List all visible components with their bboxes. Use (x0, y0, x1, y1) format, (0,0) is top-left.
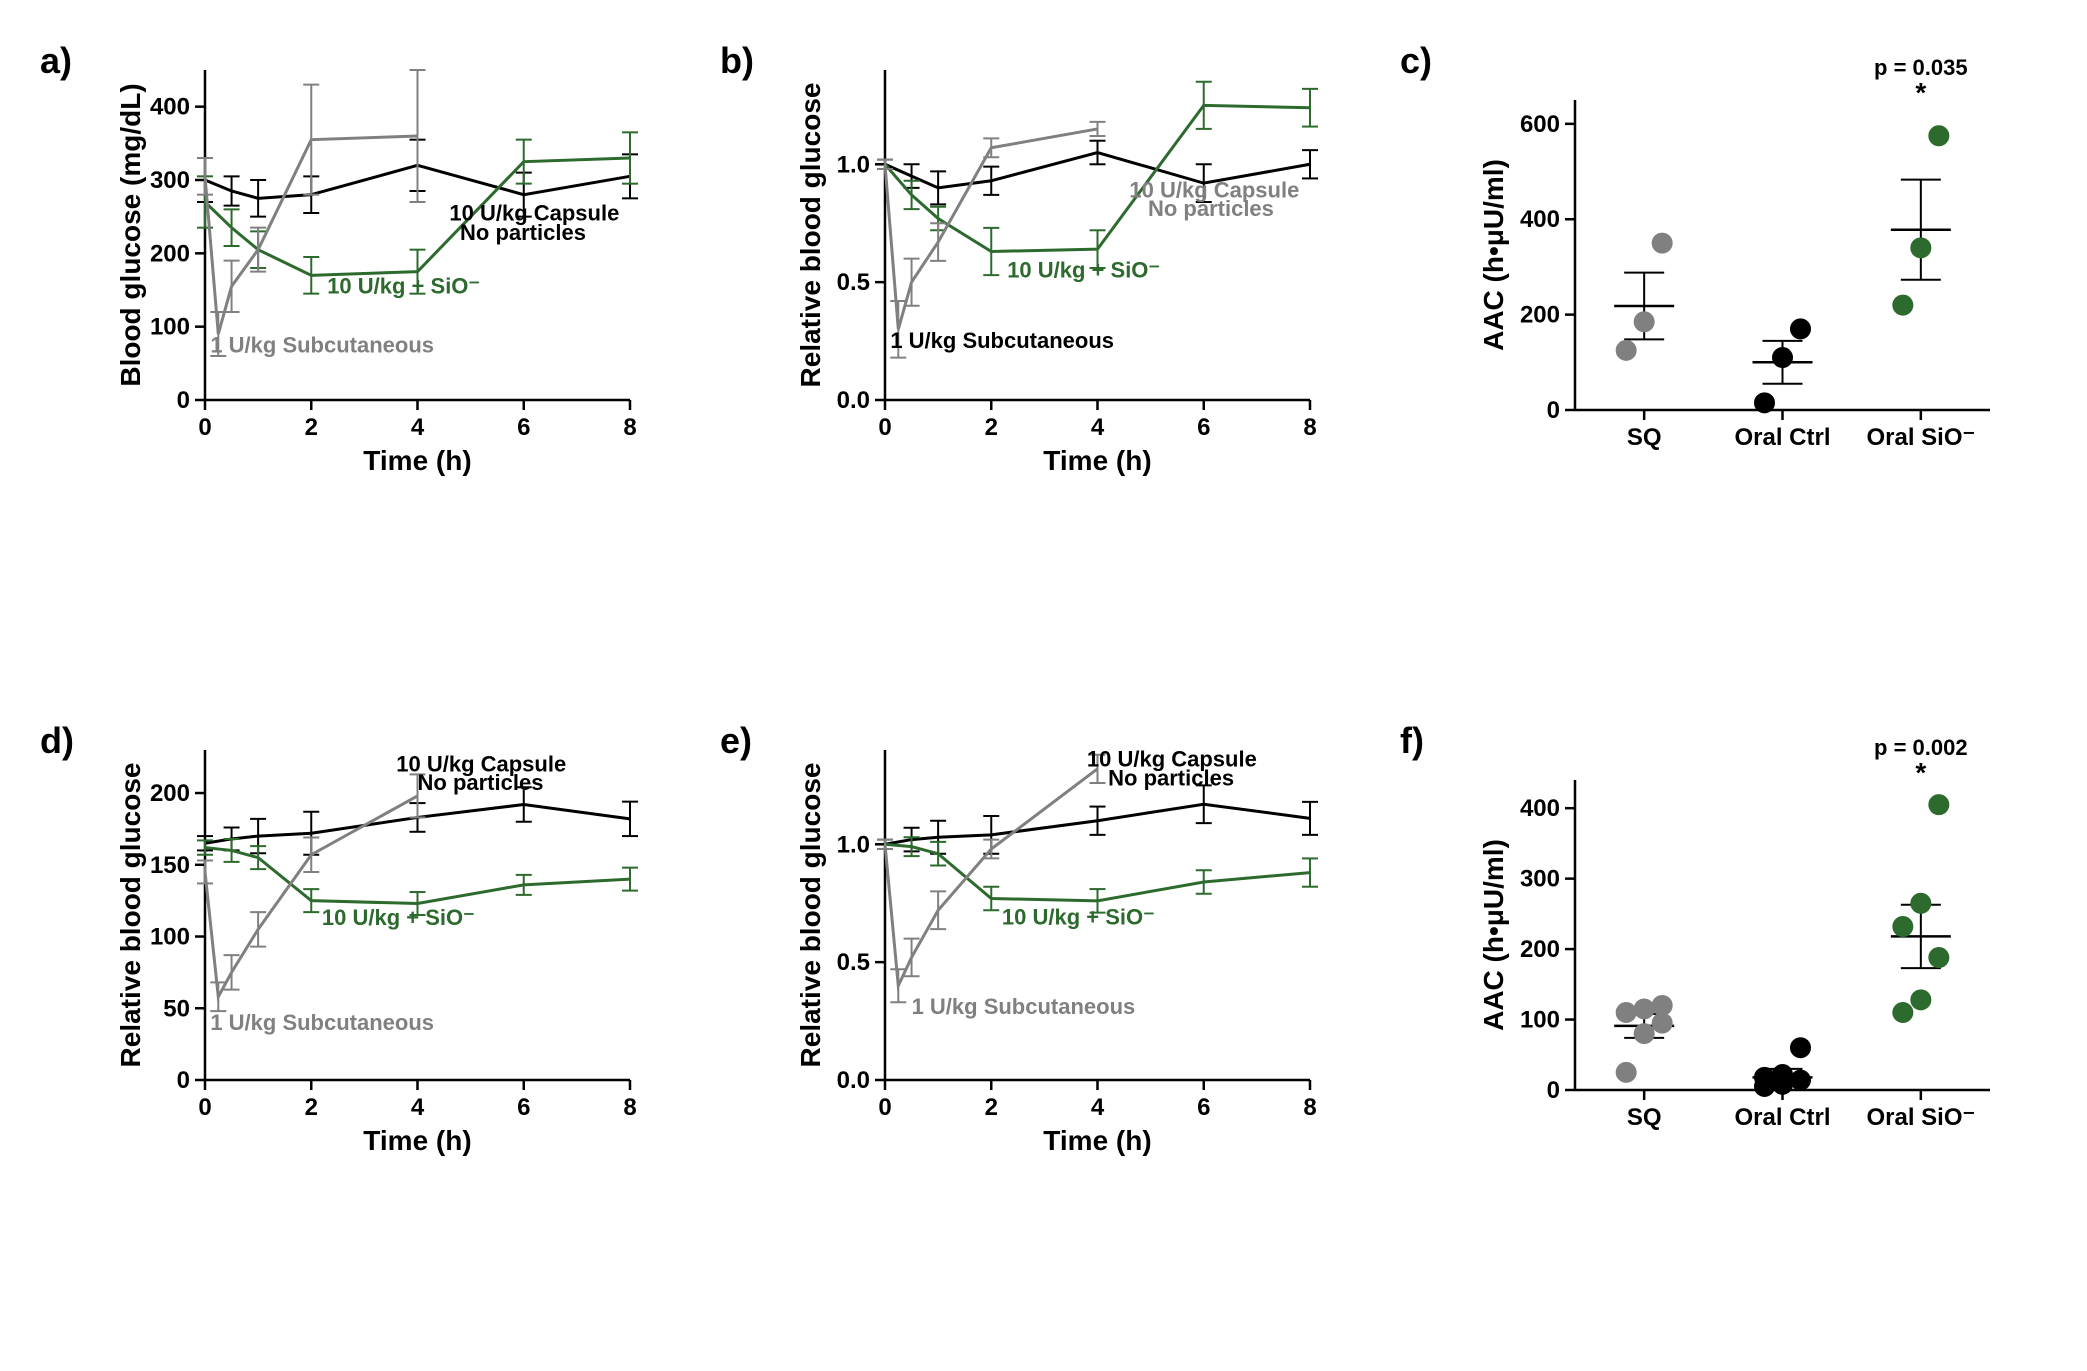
svg-text:2: 2 (305, 1094, 318, 1121)
svg-text:Time (h): Time (h) (363, 445, 471, 476)
svg-text:*: * (1915, 77, 1926, 108)
panel-label-d: d) (40, 720, 74, 762)
svg-text:SQ: SQ (1627, 424, 1662, 451)
svg-text:300: 300 (1520, 866, 1560, 893)
svg-text:No particles: No particles (418, 770, 544, 795)
panel-svg-f: 0 100 200 300 400 SQ Oral Ctrl Oral SiO⁻ AAC (h•… (1480, 730, 2000, 1160)
svg-text:8: 8 (623, 1094, 636, 1121)
panel-svg-d: 02468050100150200Time (h)Relative blood … (120, 730, 640, 1160)
svg-text:No particles: No particles (1108, 765, 1234, 790)
svg-text:0: 0 (177, 387, 190, 414)
svg-text:Relative blood glucose: Relative blood glucose (795, 83, 826, 388)
svg-text:Time (h): Time (h) (1043, 445, 1151, 476)
svg-text:10 U/kg + SiO⁻: 10 U/kg + SiO⁻ (327, 274, 480, 299)
svg-text:Relative blood glucose: Relative blood glucose (115, 763, 146, 1068)
svg-text:100: 100 (150, 924, 190, 951)
svg-text:0.0: 0.0 (837, 1067, 870, 1094)
svg-text:Time (h): Time (h) (363, 1125, 471, 1156)
panel-label-a: a) (40, 40, 72, 82)
svg-text:Oral Ctrl: Oral Ctrl (1734, 424, 1830, 451)
svg-text:0.5: 0.5 (837, 269, 870, 296)
svg-text:0: 0 (177, 1067, 190, 1094)
svg-text:1 U/kg Subcutaneous: 1 U/kg Subcutaneous (210, 332, 434, 357)
svg-text:1.0: 1.0 (837, 831, 870, 858)
svg-text:0: 0 (878, 1094, 891, 1121)
svg-text:200: 200 (150, 240, 190, 267)
panel-svg-c: 0 200 400 600 SQ Oral Ctrl Oral SiO⁻ AAC (h•μU/… (1480, 50, 2000, 480)
svg-text:No particles: No particles (460, 220, 586, 245)
panel-b: b)024680.00.51.0Time (h)Relative blood g… (800, 50, 1320, 480)
svg-text:0: 0 (1547, 397, 1560, 424)
svg-text:Blood glucose (mg/dL): Blood glucose (mg/dL) (115, 83, 146, 386)
svg-text:6: 6 (517, 414, 530, 441)
svg-text:1 U/kg Subcutaneous: 1 U/kg Subcutaneous (210, 1010, 434, 1035)
svg-text:100: 100 (150, 314, 190, 341)
svg-text:Oral Ctrl: Oral Ctrl (1734, 1104, 1830, 1131)
svg-text:No particles: No particles (1148, 196, 1274, 221)
svg-text:2: 2 (985, 414, 998, 441)
svg-text:10 U/kg + SiO⁻: 10 U/kg + SiO⁻ (322, 905, 475, 930)
svg-text:0: 0 (198, 1094, 211, 1121)
panel-svg-e: 024680.00.51.0Time (h)Relative blood glu… (800, 730, 1320, 1160)
svg-text:150: 150 (150, 852, 190, 879)
svg-text:1 U/kg Subcutaneous: 1 U/kg Subcutaneous (890, 328, 1114, 353)
svg-text:0: 0 (878, 414, 891, 441)
svg-text:200: 200 (1520, 936, 1560, 963)
svg-text:10 U/kg + SiO⁻: 10 U/kg + SiO⁻ (1002, 904, 1155, 929)
svg-text:8: 8 (623, 414, 636, 441)
svg-text:400: 400 (150, 94, 190, 121)
panel-d: d)02468050100150200Time (h)Relative bloo… (120, 730, 640, 1160)
svg-text:100: 100 (1520, 1007, 1560, 1034)
panel-a: a)024680100200300400Time (h)Blood glucos… (120, 50, 640, 480)
svg-text:1 U/kg Subcutaneous: 1 U/kg Subcutaneous (912, 994, 1136, 1019)
svg-text:0: 0 (1547, 1077, 1560, 1104)
svg-text:10 U/kg + SiO⁻: 10 U/kg + SiO⁻ (1007, 257, 1160, 282)
panel-label-e: e) (720, 720, 752, 762)
svg-text:6: 6 (517, 1094, 530, 1121)
svg-text:AAC (h•μU/ml): AAC (h•μU/ml) (1478, 159, 1509, 351)
svg-text:2: 2 (985, 1094, 998, 1121)
panel-label-c: c) (1400, 40, 1432, 82)
svg-text:4: 4 (1091, 414, 1105, 441)
svg-text:Oral SiO⁻: Oral SiO⁻ (1866, 1104, 1975, 1131)
panel-svg-a: 024680100200300400Time (h)Blood glucose … (120, 50, 640, 480)
svg-text:0: 0 (198, 414, 211, 441)
svg-text:6: 6 (1197, 414, 1210, 441)
svg-text:300: 300 (150, 167, 190, 194)
svg-text:AAC (h•μU/ml): AAC (h•μU/ml) (1478, 839, 1509, 1031)
svg-text:4: 4 (411, 414, 425, 441)
svg-text:2: 2 (305, 414, 318, 441)
svg-text:400: 400 (1520, 206, 1560, 233)
svg-text:400: 400 (1520, 795, 1560, 822)
svg-text:*: * (1915, 757, 1926, 788)
svg-text:0.5: 0.5 (837, 949, 870, 976)
svg-text:1.0: 1.0 (837, 151, 870, 178)
svg-text:4: 4 (1091, 1094, 1105, 1121)
svg-text:50: 50 (163, 995, 190, 1022)
svg-text:200: 200 (1520, 302, 1560, 329)
svg-text:600: 600 (1520, 111, 1560, 138)
svg-text:8: 8 (1303, 1094, 1316, 1121)
panel-svg-b: 024680.00.51.0Time (h)Relative blood glu… (800, 50, 1320, 480)
panel-label-b: b) (720, 40, 754, 82)
svg-text:8: 8 (1303, 414, 1316, 441)
svg-text:Time (h): Time (h) (1043, 1125, 1151, 1156)
figure: a)024680100200300400Time (h)Blood glucos… (0, 0, 2087, 1371)
svg-text:6: 6 (1197, 1094, 1210, 1121)
svg-text:0.0: 0.0 (837, 387, 870, 414)
panel-c: c)0200400600SQOral CtrlOral SiO⁻AAC (h•μ… (1480, 50, 2000, 480)
svg-text:200: 200 (150, 780, 190, 807)
panel-e: e)024680.00.51.0Time (h)Relative blood g… (800, 730, 1320, 1160)
svg-text:4: 4 (411, 1094, 425, 1121)
svg-text:Oral SiO⁻: Oral SiO⁻ (1866, 424, 1975, 451)
svg-text:SQ: SQ (1627, 1104, 1662, 1131)
panel-label-f: f) (1400, 720, 1424, 762)
svg-text:Relative blood glucose: Relative blood glucose (795, 763, 826, 1068)
panel-f: f)0100200300400SQOral CtrlOral SiO⁻AAC (… (1480, 730, 2000, 1160)
